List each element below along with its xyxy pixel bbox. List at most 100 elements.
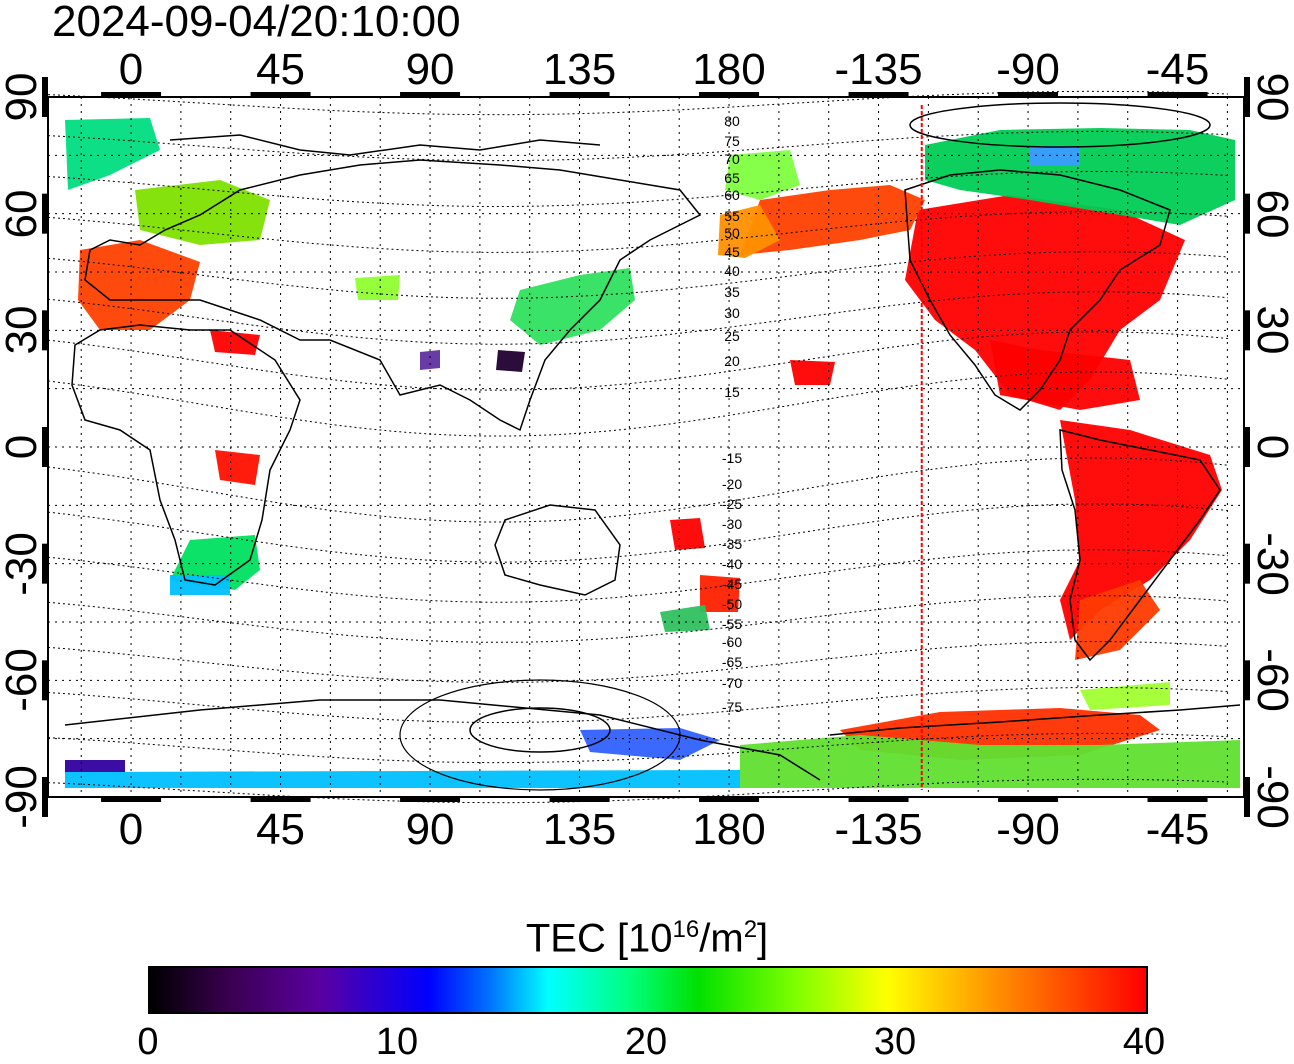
- contour-label: 50: [724, 225, 740, 241]
- left-tick-bar: [42, 193, 48, 234]
- tec-region-9: [725, 150, 800, 200]
- tec-region-28: [1080, 682, 1170, 710]
- tec-region-18: [496, 350, 525, 372]
- lon-label-bottom: 180: [692, 805, 766, 854]
- mlat-contour: [47, 457, 1229, 523]
- lat-label-left: 60: [0, 189, 46, 239]
- lat-label-right: -30: [1248, 531, 1294, 596]
- left-tick-bar: [42, 77, 48, 117]
- contour-label: -40: [722, 556, 742, 572]
- right-tick-bar: [1244, 777, 1250, 817]
- tec-region-29: [65, 760, 125, 772]
- contour-label: 70: [724, 151, 740, 167]
- bottom-tick-bar: [549, 797, 610, 802]
- lon-label-bottom: -90: [996, 805, 1060, 854]
- tec-region-2: [1075, 580, 1160, 660]
- magnetic-latitude-contours: 8075706560555045403530252015-15-20-25-30…: [47, 90, 1229, 804]
- bottom-tick-bar: [250, 797, 311, 802]
- right-tick-bar: [1244, 77, 1250, 117]
- mlat-contour: [47, 687, 1229, 723]
- lon-label-top: -45: [1145, 45, 1210, 94]
- contour-label: 80: [724, 113, 740, 129]
- contour-label: 45: [724, 244, 740, 260]
- bottom-tick-bar: [699, 797, 760, 802]
- colorbar-tick-label: 10: [375, 1021, 419, 1063]
- mlat-contour-north-pole: [909, 102, 1211, 148]
- mlat-contour: [47, 90, 1229, 116]
- tec-region-16: [170, 575, 230, 595]
- tec-region-4: [990, 340, 1140, 410]
- tec-region-20: [355, 275, 400, 300]
- mlat-contour: [47, 130, 1229, 162]
- contour-label: 20: [724, 353, 740, 369]
- top-tick-bar: [101, 92, 162, 97]
- coastline-1: [84, 159, 702, 432]
- lon-label-top: -135: [834, 45, 923, 94]
- contour-label: -60: [722, 634, 742, 650]
- bottom-tick-bar: [1147, 797, 1208, 802]
- top-tick-bar: [1147, 92, 1208, 97]
- tec-region-10: [78, 240, 200, 330]
- mlat-contour: [47, 641, 1229, 683]
- lon-label-bottom: 135: [542, 805, 617, 854]
- lon-label-top: 135: [542, 45, 617, 94]
- contour-label: -50: [722, 596, 742, 612]
- contour-label: 65: [724, 170, 740, 186]
- colorbar-tick-label: 30: [873, 1021, 917, 1063]
- tec-region-5: [790, 360, 835, 385]
- tec-region-13: [210, 330, 260, 355]
- lon-label-bottom: 45: [256, 805, 306, 854]
- tec-region-7: [1030, 145, 1080, 165]
- contour-label: 55: [724, 208, 740, 224]
- coastline-6: [829, 704, 1241, 736]
- top-tick-bar: [699, 92, 760, 97]
- lat-label-right: 90: [1248, 72, 1294, 122]
- left-tick-bar: [42, 777, 48, 817]
- left-tick-bar: [42, 310, 48, 351]
- lon-label-top: 180: [692, 45, 766, 94]
- lat-label-left: -60: [0, 648, 46, 713]
- mlat-contour: [47, 371, 1229, 437]
- lat-label-right: -90: [1248, 765, 1294, 829]
- tec-map: 8075706560555045403530252015-15-20-25-30…: [42, 77, 1250, 817]
- tec-data-layer: [65, 118, 1240, 788]
- contour-label: -30: [722, 516, 742, 532]
- contour-label: 30: [724, 305, 740, 321]
- contour-label: 60: [724, 187, 740, 203]
- tec-region-14: [215, 450, 260, 485]
- left-tick-bar: [42, 543, 48, 584]
- lat-label-left: 30: [0, 305, 46, 355]
- lon-label-bottom: -45: [1145, 805, 1210, 854]
- contour-label: -55: [722, 616, 742, 632]
- lon-label-top: 90: [405, 45, 455, 94]
- contour-label: 25: [724, 328, 740, 344]
- mlat-contour-south-pole: [469, 707, 611, 753]
- contour-label: 40: [724, 263, 740, 279]
- tec-region-12: [65, 118, 160, 190]
- coastline-3: [904, 169, 1171, 411]
- mlat-contour: [47, 732, 1229, 764]
- contour-label: -75: [722, 699, 742, 715]
- left-tick-bar: [42, 427, 48, 467]
- mlat-contour: [47, 778, 1229, 804]
- lat-label-right: 0: [1248, 434, 1294, 460]
- contour-label: -35: [722, 536, 742, 552]
- tec-region-25: [740, 735, 1240, 788]
- lat-label-left: 0: [0, 434, 46, 460]
- tec-region-8: [718, 205, 780, 258]
- colorbar: [148, 966, 1148, 1014]
- tec-region-19: [420, 350, 440, 370]
- bottom-tick-bar: [101, 797, 162, 802]
- contour-label: -70: [722, 675, 742, 691]
- top-tick-bar: [400, 92, 461, 97]
- coastline-4: [1059, 429, 1221, 662]
- lat-label-right: 30: [1248, 305, 1294, 355]
- right-tick-bar: [1244, 193, 1250, 234]
- coastline-2: [494, 504, 621, 596]
- tec-region-22: [700, 575, 740, 612]
- tec-region-17: [510, 268, 635, 345]
- top-tick-bar: [848, 92, 909, 97]
- tec-region-6: [925, 128, 1235, 225]
- coastline-0: [71, 324, 301, 586]
- lat-label-left: -30: [0, 531, 46, 596]
